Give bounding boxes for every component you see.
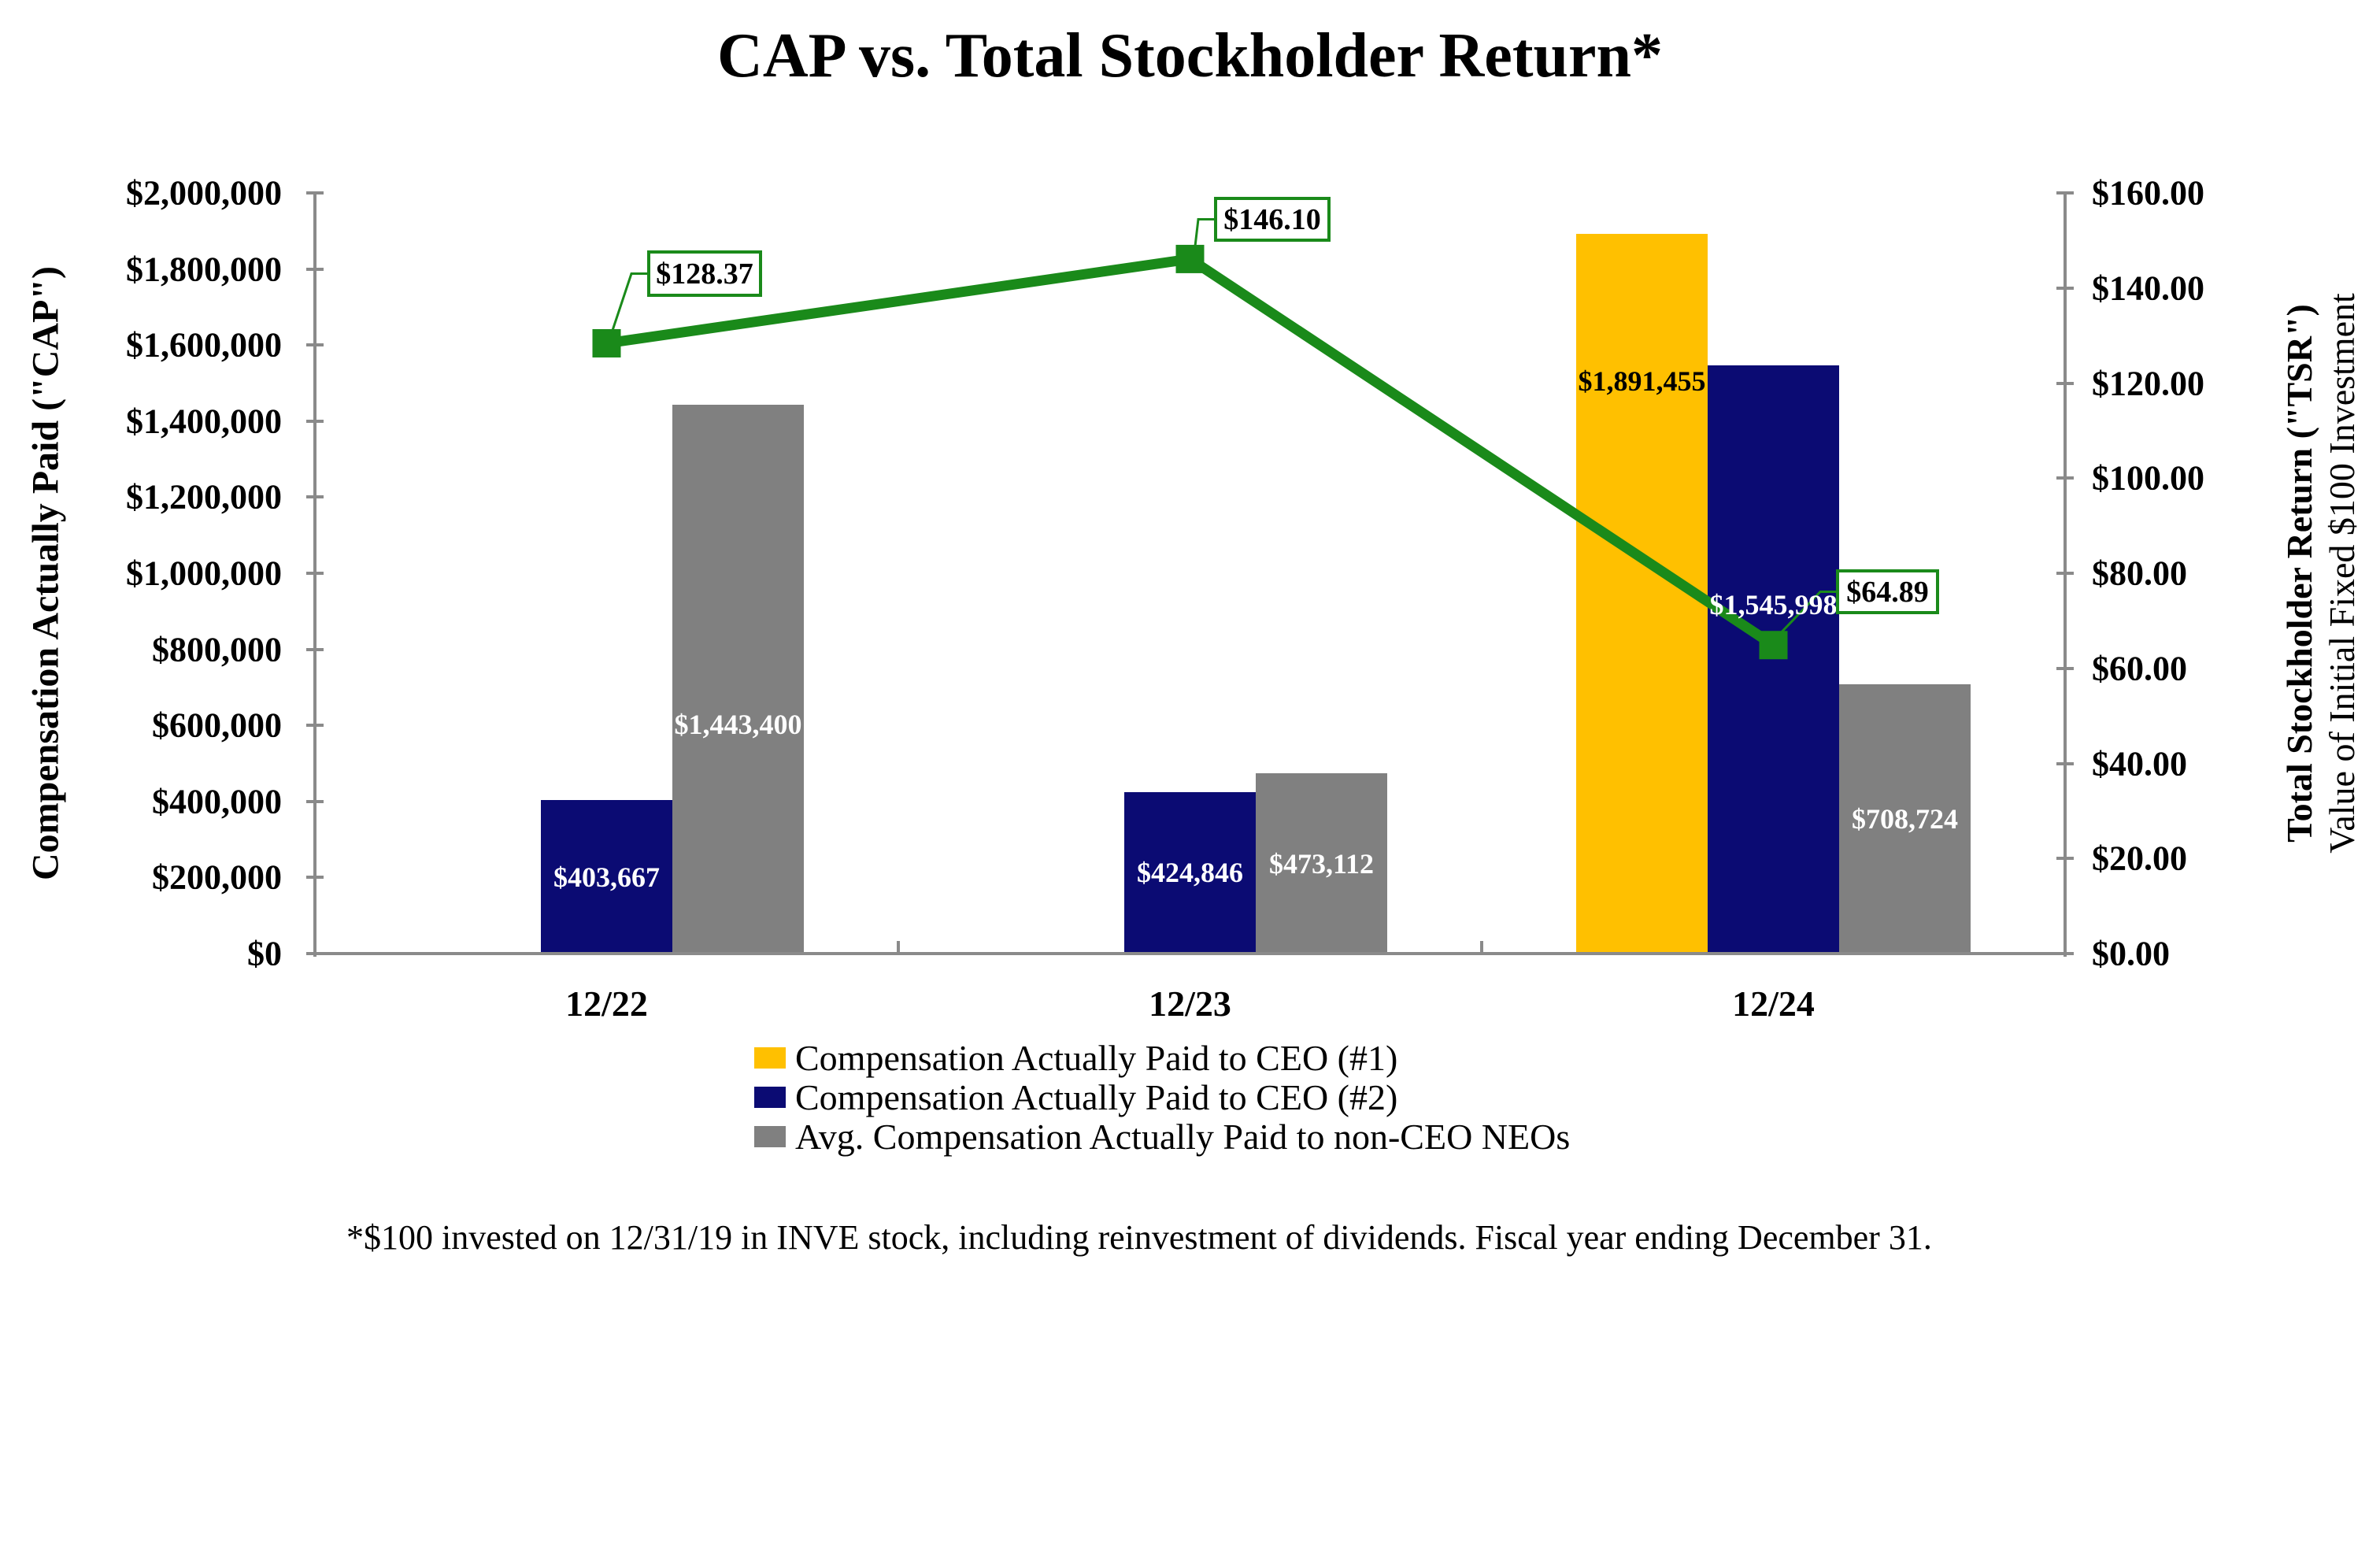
tsr-callout-leader: [1777, 591, 1836, 637]
y-axis-tick-label-right: $120.00: [2092, 364, 2204, 402]
legend-swatch-ceo2: [754, 1086, 786, 1108]
x-axis-tick-mark: [1480, 941, 1483, 954]
tsr-callout-leader: [1194, 218, 1214, 250]
y-axis-tick-label-left: $2,000,000: [126, 173, 282, 213]
tsr-callout: $64.89: [1836, 569, 1939, 614]
y-axis-tick-label-left: $600,000: [152, 706, 282, 745]
y-axis-tick-label-right: $80.00: [2092, 554, 2187, 593]
legend: Compensation Actually Paid to CEO (#1) C…: [754, 1037, 1571, 1157]
x-axis-tick-label: 12/22: [565, 983, 648, 1024]
bar-0-2: [1576, 234, 1708, 954]
legend-label-neos: Avg. Compensation Actually Paid to non-C…: [795, 1116, 1571, 1157]
legend-swatch-ceo1: [754, 1046, 786, 1069]
tsr-callout: $128.37: [647, 250, 762, 297]
legend-swatch-neos: [754, 1125, 786, 1147]
bar-value-label: $424,846: [1137, 857, 1243, 889]
y-axis-tick-label-left: $800,000: [152, 630, 282, 669]
legend-item-ceo2: Compensation Actually Paid to CEO (#2): [754, 1077, 1570, 1117]
y-axis-tick-label-left: $1,200,000: [126, 477, 282, 517]
legend-item-ceo1: Compensation Actually Paid to CEO (#1): [754, 1037, 1570, 1078]
bar-value-label: $1,545,998: [1709, 588, 1838, 620]
y-axis-tick-label-left: $400,000: [152, 782, 282, 821]
x-axis-tick-mark: [897, 941, 900, 954]
bar-value-label: $708,724: [1852, 802, 1958, 835]
tsr-marker: [1175, 244, 1205, 273]
y-axis-tick-label-left: $0: [247, 934, 282, 973]
y-axis-tick-label-left: $1,000,000: [126, 554, 282, 593]
bar-1-2: [1708, 365, 1839, 954]
legend-label-ceo1: Compensation Actually Paid to CEO (#1): [795, 1037, 1398, 1078]
y-axis-tick-label-right: $60.00: [2092, 649, 2187, 688]
tsr-marker: [592, 328, 621, 357]
y-axis-line-right: [2064, 193, 2067, 957]
y-axis-tick-label-right: $160.00: [2092, 173, 2204, 213]
bar-value-label: $403,667: [553, 861, 660, 893]
y-axis-tick-label-right: $20.00: [2092, 839, 2187, 878]
legend-label-ceo2: Compensation Actually Paid to CEO (#2): [795, 1076, 1398, 1117]
footnote: *$100 invested on 12/31/19 in INVE stock…: [346, 1218, 1932, 1257]
bar-2-1: [1256, 773, 1387, 954]
y-axis-line-left: [313, 193, 316, 957]
tsr-line: [605, 254, 1777, 650]
chart-title: CAP vs. Total Stockholder Return*: [717, 21, 1663, 91]
x-axis-tick-label: 12/24: [1732, 983, 1815, 1024]
y-axis-tick-label-left: $1,400,000: [126, 402, 282, 441]
bar-2-2: [1839, 683, 1971, 954]
y-axis-tick-label-right: $40.00: [2092, 744, 2187, 783]
y-axis-tick-label-right: $100.00: [2092, 458, 2204, 498]
legend-item-neos: Avg. Compensation Actually Paid to non-C…: [754, 1116, 1571, 1157]
tsr-marker: [1759, 631, 1788, 660]
bar-value-label: $1,443,400: [674, 709, 802, 741]
bar-2-0: [672, 404, 804, 954]
y-axis-tick-label-right: $0.00: [2092, 934, 2170, 973]
bar-1-0: [541, 800, 672, 954]
tsr-callout-leader: [610, 272, 647, 335]
y-axis-tick-label-left: $1,600,000: [126, 325, 282, 365]
x-axis-tick-label: 12/23: [1149, 983, 1231, 1024]
y-axis-tick-label-right: $140.00: [2092, 269, 2204, 308]
y-axis-tick-label-left: $1,800,000: [126, 250, 282, 289]
bar-value-label: $1,891,455: [1578, 365, 1706, 398]
bar-1-1: [1124, 791, 1256, 954]
y-axis-tick-label-left: $200,000: [152, 858, 282, 897]
tsr-callout: $146.10: [1214, 197, 1331, 242]
x-axis-line: [315, 952, 2067, 955]
bar-value-label: $473,112: [1268, 847, 1375, 880]
